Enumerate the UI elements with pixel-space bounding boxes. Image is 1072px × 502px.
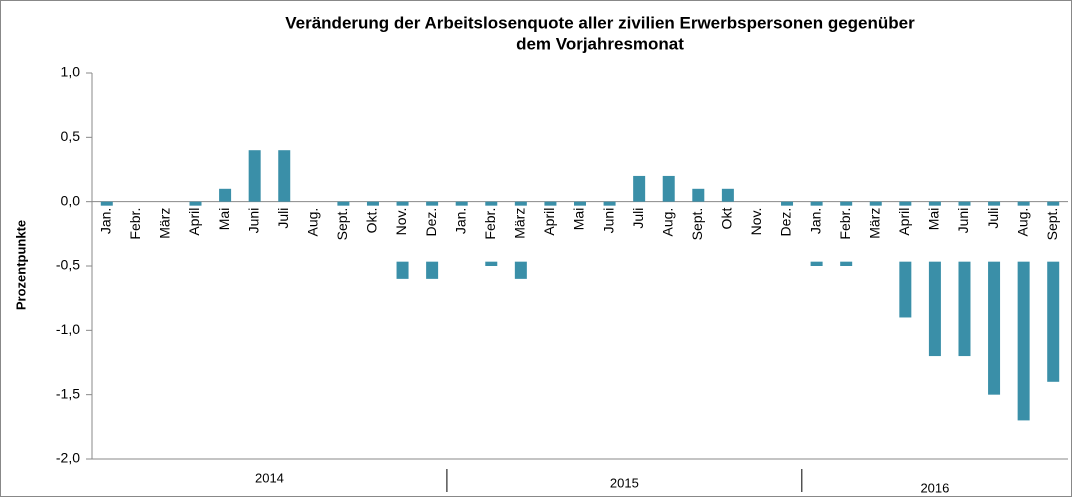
chart-title: Veränderung der Arbeitslosenquote aller …	[285, 13, 915, 32]
bar	[219, 188, 232, 202]
label-background	[481, 205, 502, 262]
label-background	[954, 205, 975, 262]
y-tick-label: -1,5	[56, 385, 80, 401]
label-background	[570, 205, 590, 262]
x-tick-label: Juni	[600, 208, 616, 234]
x-tick-label: April	[541, 208, 557, 236]
x-tick-label: Juli	[985, 208, 1001, 229]
group-label: 2015	[610, 475, 639, 490]
label-background	[865, 205, 886, 262]
label-background	[806, 205, 827, 262]
x-tick-label: März	[157, 208, 173, 239]
label-background	[155, 205, 176, 262]
bar	[633, 175, 646, 202]
x-tick-label: Aug.	[305, 208, 321, 237]
x-tick-label: Febr.	[127, 208, 143, 240]
y-tick-label: -1,0	[56, 321, 80, 337]
x-tick-label: Jan.	[97, 208, 113, 234]
label-background	[362, 205, 383, 262]
x-tick-label: Aug.	[659, 208, 675, 237]
label-background	[303, 205, 324, 262]
x-tick-label: Jan.	[807, 208, 823, 234]
label-background	[451, 205, 472, 262]
x-tick-label: Mai	[216, 208, 232, 231]
y-tick-label: 0,0	[61, 192, 81, 208]
bar	[692, 188, 705, 202]
label-background	[215, 205, 236, 262]
x-tick-label: Okt.	[364, 208, 380, 234]
x-tick-label: Juli	[630, 208, 646, 229]
x-tick-label: Nov.	[748, 208, 764, 236]
x-tick-label: Juli	[275, 208, 291, 229]
x-tick-label: Mai	[926, 208, 942, 231]
y-tick-label: -0,5	[56, 257, 80, 273]
label-background	[126, 205, 147, 262]
label-background	[984, 205, 1005, 262]
label-background	[836, 205, 857, 262]
y-tick-label: 0,5	[61, 128, 81, 144]
label-background	[1013, 205, 1034, 262]
label-background	[658, 205, 679, 262]
x-tick-label: April	[186, 208, 202, 236]
x-tick-label: Juni	[245, 208, 261, 234]
bar	[278, 150, 291, 202]
label-background	[185, 205, 206, 262]
x-tick-label: Febr.	[837, 208, 853, 240]
label-background	[747, 205, 768, 262]
label-background	[924, 205, 945, 262]
group-label: 2016	[920, 480, 949, 495]
x-tick-label: April	[896, 208, 912, 236]
bar	[248, 150, 261, 202]
label-background	[777, 205, 798, 262]
label-background	[392, 205, 413, 262]
x-tick-label: März	[512, 208, 528, 239]
label-background	[629, 205, 650, 262]
bar	[662, 175, 675, 202]
x-tick-label: März	[866, 208, 882, 239]
x-tick-label: Juni	[955, 208, 971, 234]
x-tick-label: Nov.	[393, 208, 409, 236]
label-background	[895, 205, 916, 262]
label-background	[96, 205, 117, 262]
label-background	[688, 205, 709, 262]
x-tick-label: Jan.	[452, 208, 468, 234]
x-tick-label: Dez.	[423, 208, 439, 237]
y-tick-label: -2,0	[56, 450, 80, 466]
label-background	[333, 205, 354, 262]
x-tick-label: Febr.	[482, 208, 498, 240]
x-tick-label: Okt	[719, 208, 735, 230]
label-background	[422, 205, 443, 262]
x-tick-label: Sept.	[1044, 208, 1060, 241]
x-tick-label: Aug.	[1014, 208, 1030, 237]
x-tick-label: Dez.	[778, 208, 794, 237]
label-background	[510, 205, 531, 262]
label-background	[540, 205, 561, 262]
y-axis-title: Prozentpunkte	[13, 220, 28, 310]
x-tick-label: Sept.	[689, 208, 705, 241]
label-background	[599, 205, 620, 262]
label-background	[1043, 205, 1064, 262]
x-tick-label: Mai	[571, 208, 587, 231]
chart-title: dem Vorjahresmonat	[516, 34, 684, 53]
label-background	[244, 205, 265, 262]
group-label: 2014	[255, 470, 284, 485]
label-background	[274, 205, 295, 262]
bar	[721, 188, 734, 202]
label-background	[717, 205, 738, 262]
x-tick-label: Sept.	[334, 208, 350, 241]
y-tick-label: 1,0	[61, 64, 81, 80]
